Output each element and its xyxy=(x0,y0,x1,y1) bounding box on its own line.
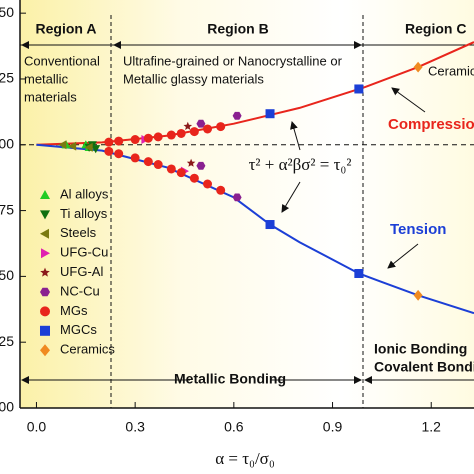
legend-marker xyxy=(40,190,50,199)
marker xyxy=(153,160,163,170)
arrow xyxy=(387,243,419,269)
y-tick-label: 0.00 xyxy=(0,399,14,415)
legend-label: Al alloys xyxy=(60,186,109,201)
marker xyxy=(216,185,226,195)
marker xyxy=(84,142,93,152)
region-note: Metallic glassy materials xyxy=(123,71,264,86)
marker xyxy=(186,158,196,167)
region-note: metallic xyxy=(24,71,69,86)
legend-label: NC-Cu xyxy=(60,283,100,298)
region-note: Ceramics xyxy=(428,63,474,78)
marker xyxy=(354,268,364,278)
marker xyxy=(114,149,124,159)
legend-label: Steels xyxy=(60,225,97,240)
legend-label: Ti alloys xyxy=(60,206,108,221)
bonding-label: Covalent Bonding xyxy=(374,359,474,375)
marker xyxy=(91,145,101,154)
marker xyxy=(354,84,364,94)
marker xyxy=(232,193,242,202)
legend-label: UFG-Al xyxy=(60,264,103,279)
x-tick-label: 0.3 xyxy=(125,419,145,435)
y-tick-label: 1.00 xyxy=(0,135,14,151)
legend-label: MGCs xyxy=(60,322,97,337)
marker xyxy=(166,164,176,174)
marker xyxy=(104,137,114,147)
marker xyxy=(189,127,199,137)
y-tick-label: 0.75 xyxy=(0,201,14,217)
marker xyxy=(232,111,242,120)
arrow xyxy=(290,121,301,151)
x-tick-label: 0.9 xyxy=(323,419,343,435)
marker xyxy=(183,121,193,130)
x-tick-label: 0.6 xyxy=(224,419,244,435)
x-tick-label: 0.0 xyxy=(27,419,47,435)
marker xyxy=(153,132,163,142)
region-note: materials xyxy=(24,89,77,104)
region-note: Ultrafine-grained or Nanocrystalline or xyxy=(123,53,343,68)
equation: τ² + α²βσ² = τ₀² xyxy=(249,155,352,174)
marker xyxy=(216,122,226,132)
bonding-label: Metallic Bonding xyxy=(174,371,286,387)
y-tick-label: 1.50 xyxy=(0,4,14,20)
x-axis-label: α = τ₀/σ₀ xyxy=(215,449,275,468)
marker xyxy=(203,124,213,134)
y-tick-label: 0.25 xyxy=(0,333,14,349)
marker xyxy=(143,157,153,167)
legend-marker xyxy=(40,267,50,277)
y-tick-label: 0.50 xyxy=(0,267,14,283)
region-label: Region A xyxy=(36,21,97,37)
legend-marker xyxy=(40,210,50,220)
legend-marker xyxy=(40,228,49,239)
marker xyxy=(143,133,153,143)
legend-marker xyxy=(40,287,50,297)
legend-marker xyxy=(40,306,50,317)
legend-label: Ceramics xyxy=(60,342,115,357)
marker xyxy=(176,128,186,138)
marker xyxy=(203,179,213,189)
region-note: Conventional xyxy=(24,53,100,68)
marker xyxy=(130,135,140,145)
marker xyxy=(104,146,114,156)
legend-label: UFG-Cu xyxy=(60,245,108,260)
marker xyxy=(114,136,124,146)
plot-background xyxy=(20,0,474,408)
marker xyxy=(130,153,140,163)
marker xyxy=(196,119,206,128)
marker xyxy=(265,220,275,230)
region-label: Region C xyxy=(405,21,466,37)
marker xyxy=(413,289,423,301)
marker xyxy=(68,141,77,151)
tension-label: Tension xyxy=(390,221,446,238)
legend-label: MGs xyxy=(60,303,88,318)
legend-marker xyxy=(40,325,50,336)
arrow xyxy=(391,87,426,113)
region-label: Region B xyxy=(207,21,268,37)
marker xyxy=(265,109,275,119)
arrow xyxy=(281,181,301,213)
x-tick-label: 1.2 xyxy=(421,419,441,435)
compression-label: Compression xyxy=(388,116,474,133)
bonding-label: Ionic Bonding xyxy=(374,341,467,357)
marker xyxy=(176,168,186,178)
legend-marker xyxy=(41,248,50,259)
marker xyxy=(166,130,176,140)
legend-marker xyxy=(40,344,50,357)
marker xyxy=(58,140,67,150)
y-tick-label: 1.25 xyxy=(0,70,14,86)
marker xyxy=(413,61,423,73)
marker xyxy=(196,161,206,170)
marker xyxy=(189,173,199,183)
